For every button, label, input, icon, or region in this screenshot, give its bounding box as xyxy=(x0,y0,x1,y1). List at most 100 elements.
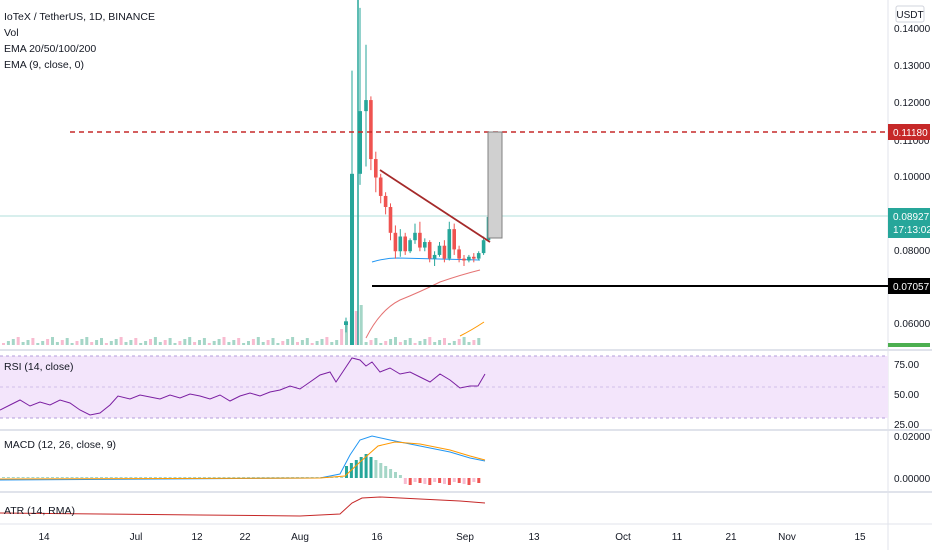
macd-hist-bar-42 xyxy=(207,477,211,478)
macd-hist-bar-5 xyxy=(26,477,30,478)
macd-hist-bar-93 xyxy=(457,478,461,483)
macd-hist-bar-20 xyxy=(100,477,103,478)
volume-bar-73 xyxy=(359,305,363,345)
time-tick: Jul xyxy=(130,532,143,543)
macd-hist-bar-1 xyxy=(6,477,10,478)
candle-body-19 xyxy=(457,249,461,259)
macd-hist-bar-84 xyxy=(413,478,417,482)
candle-body-21 xyxy=(467,256,471,261)
candle-body-3 xyxy=(378,177,383,196)
macd-hist-bar-73 xyxy=(359,457,363,478)
candle-body-17 xyxy=(447,229,452,259)
volume-bar-4 xyxy=(21,342,25,345)
macd-hist-bar-52 xyxy=(256,477,260,478)
macd-hist-bar-94 xyxy=(462,478,466,484)
time-tick: 12 xyxy=(191,532,203,543)
volume-bar-28 xyxy=(139,343,143,345)
macd-hist-bar-78 xyxy=(384,466,388,478)
macd-hist-bar-24 xyxy=(119,477,123,478)
price-axis[interactable]: USDT 0.14000 0.13000 0.12000 0.11000 0.1… xyxy=(888,5,932,347)
time-tick: 22 xyxy=(239,532,251,543)
volume-bar-76 xyxy=(374,338,378,345)
rsi-tick: 25.00 xyxy=(894,420,919,431)
macd-hist-bar-46 xyxy=(227,477,231,478)
candle-body-14 xyxy=(432,254,437,259)
ema-50-line xyxy=(459,321,485,337)
macd-hist-bar-27 xyxy=(134,477,138,478)
volume-bar-78 xyxy=(384,341,388,345)
time-tick: Sep xyxy=(456,532,474,543)
time-axis[interactable]: 14 Jul 12 22 Aug 16 Sep 13 Oct 11 21 Nov… xyxy=(38,532,866,543)
macd-hist-bar-69 xyxy=(340,477,344,478)
volume-bar-37 xyxy=(183,339,187,345)
time-tick: Aug xyxy=(291,532,309,543)
macd-hist-bar-10 xyxy=(51,477,54,478)
candle-body-24 xyxy=(481,240,486,254)
volume-bar-85 xyxy=(418,341,422,345)
macd-hist-bar-38 xyxy=(188,477,192,478)
macd-hist-bar-90 xyxy=(443,478,446,484)
volume-bar-47 xyxy=(232,340,236,345)
volume-bar-90 xyxy=(443,338,446,345)
macd-hist-bar-25 xyxy=(124,477,128,478)
volume-bar-54 xyxy=(266,340,270,345)
price-tick: 0.08000 xyxy=(894,246,931,257)
volume-bar-72 xyxy=(354,311,358,345)
volume-bar-88 xyxy=(433,342,437,345)
volume-bar-2 xyxy=(11,339,15,345)
price-tick: 0.10000 xyxy=(894,172,931,183)
macd-hist-bar-75 xyxy=(369,457,373,478)
volume-bar-16 xyxy=(80,339,84,345)
volume-bar-44 xyxy=(217,339,221,345)
volume-bar-8 xyxy=(41,341,45,345)
pre-candle-body-1 xyxy=(350,173,354,322)
macd-line xyxy=(0,435,486,481)
resistance-tag: 0.11180 xyxy=(893,128,928,139)
macd-hist-bar-33 xyxy=(163,477,167,478)
macd-hist-bar-59 xyxy=(291,477,295,478)
macd-hist-bar-45 xyxy=(222,477,226,478)
volume-bar-60 xyxy=(296,342,299,345)
volume-bar-68 xyxy=(335,340,339,345)
volume-bar-1 xyxy=(6,341,10,345)
macd-hist-bar-9 xyxy=(46,477,50,478)
chart-legend: IoTeX / TetherUS, 1D, BINANCE Vol EMA 20… xyxy=(4,11,155,71)
volume-bar-46 xyxy=(227,342,231,345)
volume-bar-42 xyxy=(207,343,211,345)
macd-hist-bar-44 xyxy=(217,477,221,478)
macd-hist-bar-72 xyxy=(354,460,358,478)
rsi-pane: RSI (14, close) 75.00 50.00 25.00 xyxy=(0,355,919,431)
macd-hist-bar-8 xyxy=(41,477,45,478)
volume-bar-92 xyxy=(452,341,456,345)
macd-hist-bar-16 xyxy=(80,477,84,478)
time-tick: 15 xyxy=(854,532,866,543)
candle-body-1 xyxy=(369,100,373,160)
volume-bar-53 xyxy=(261,342,265,345)
volume-bar-94 xyxy=(462,337,466,345)
volume-bar-10 xyxy=(51,337,54,345)
volume-bar-0 xyxy=(2,343,5,345)
volume-bar-57 xyxy=(281,341,285,345)
volume-bar-17 xyxy=(85,337,89,345)
macd-tick: 0.00000 xyxy=(894,474,931,485)
rsi-label: RSI (14, close) xyxy=(4,361,73,373)
volume-bar-83 xyxy=(408,338,412,345)
volume-bar-9 xyxy=(46,339,50,345)
macd-hist-bar-47 xyxy=(232,477,236,478)
volume-bar-52 xyxy=(256,337,260,345)
volume-bar-93 xyxy=(457,339,461,345)
pre-candle-body-0 xyxy=(344,321,348,325)
candle-body-11 xyxy=(418,232,422,248)
volume-bar-29 xyxy=(144,341,148,345)
macd-hist-bar-64 xyxy=(315,477,319,478)
macd-hist-bar-6 xyxy=(31,477,35,478)
candle-body-7 xyxy=(398,236,403,252)
volume-bar-63 xyxy=(310,343,314,345)
rsi-line xyxy=(0,357,486,416)
volume-bar-30 xyxy=(149,339,152,345)
macd-hist-bar-21 xyxy=(104,477,108,478)
volume-bar-41 xyxy=(202,338,206,345)
time-tick: 14 xyxy=(38,532,50,543)
